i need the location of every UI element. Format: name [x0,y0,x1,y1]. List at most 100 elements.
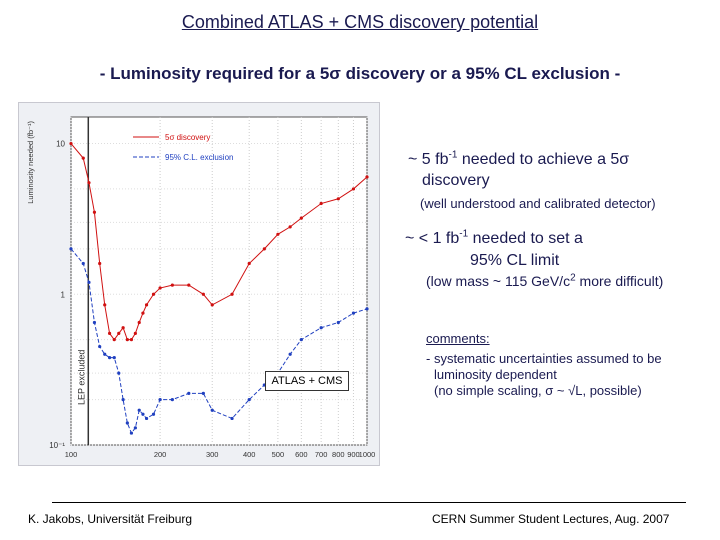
limit-detail-post: more difficult) [579,273,664,289]
data-point [151,412,156,416]
footer-divider [52,502,686,503]
data-point [129,431,134,435]
data-point [170,398,174,402]
limit-detail-sup: 2 [570,272,576,284]
discovery-note-sup: -1 [448,149,458,161]
data-point [98,344,102,349]
x-tick-label: 1000 [359,450,376,459]
data-point [112,338,116,342]
data-point [137,408,141,412]
data-point [319,326,323,330]
data-point [69,141,73,146]
data-point [288,352,292,356]
data-point [319,201,323,206]
comments-heading: comments: [426,331,490,346]
y-tick-label: 10 [56,140,65,149]
data-point [365,307,369,311]
data-point [133,331,137,336]
data-point [92,320,97,325]
data-point [133,426,137,430]
data-point [141,412,145,416]
plot-frame [70,116,368,446]
footer-author: K. Jakobs, Universität Freiburg [28,512,193,526]
data-point [170,283,174,287]
data-point [351,311,356,315]
data-point [137,320,141,325]
data-point [92,210,97,214]
limit-note: ~ < 1 fb-1 needed to set a [405,228,583,248]
data-point [230,292,234,296]
data-point [247,261,251,266]
y-tick-label: 1 [61,290,66,299]
x-tick-label: 500 [272,450,285,459]
data-point [98,261,102,266]
limit-detail-pre: (low mass ~ 115 GeV/c [426,273,571,289]
x-tick-label: 600 [295,450,308,459]
data-point [201,391,205,395]
data-point [336,320,340,325]
page-title: Combined ATLAS + CMS discovery potential [181,12,539,32]
data-point [103,352,107,356]
data-point [299,338,303,342]
data-point [144,416,149,421]
limit-note-sup: -1 [459,228,469,240]
data-point [129,338,134,342]
lep-excluded-label: LEP excluded [76,350,86,405]
data-point [81,261,85,266]
x-tick-label: 800 [332,450,345,459]
x-tick-label: 300 [206,450,219,459]
data-point [299,216,303,220]
footer-event: CERN Summer Student Lectures, Aug. 2007 [432,512,670,526]
data-point [125,338,129,342]
comments-line-1: - systematic uncertainties assumed to be [426,351,662,366]
x-axis-label: m_H (GeV/c²) [313,464,360,465]
limit-detail: (low mass ~ 115 GeV/c2 more difficult) [426,273,663,289]
x-tick-label: 200 [154,450,167,459]
x-tick-label: 700 [315,450,328,459]
limit-note-post: needed to set a [472,230,583,247]
page-subtitle: - Luminosity required for a 5σ discovery… [99,64,621,83]
data-point [107,331,112,336]
series-line-0 [70,143,368,341]
comments-body: - systematic uncertainties assumed to be… [426,351,662,399]
data-point [103,303,107,307]
atlas-cms-label: ATLAS + CMS [265,371,349,391]
comments-line-3: (no simple scaling, σ ~ √L, possible) [434,383,642,398]
data-point [288,225,292,229]
data-point [87,181,91,185]
data-point [247,398,251,402]
y-tick-label: 10⁻¹ [49,441,65,450]
data-point [158,398,162,402]
data-point [230,416,234,421]
data-point [365,175,369,179]
data-point [69,247,73,251]
data-point [121,398,125,402]
x-tick-label: 100 [65,450,78,459]
discovery-note-post: needed to achieve a 5σ [461,151,630,168]
discovery-detail: (well understood and calibrated detector… [420,196,656,211]
discovery-note-pre: ~ 5 fb [408,151,449,168]
data-point [210,303,214,307]
data-point [125,421,129,425]
data-point [121,326,125,330]
data-point [107,356,112,360]
data-point [187,391,191,395]
data-point [117,371,121,375]
data-point [336,197,340,201]
data-point [151,292,156,296]
limit-note-line2: 95% CL limit [470,252,560,269]
data-point [351,187,356,191]
y-axis-label: Luminosity needed (fb⁻¹) [26,120,35,203]
discovery-note-line2: discovery [422,172,490,189]
data-point [210,408,214,412]
data-point [276,232,280,236]
legend-label: 95% C.L. exclusion [165,153,233,162]
data-point [201,292,205,296]
data-point [112,356,116,360]
limit-note-pre: ~ < 1 fb [405,230,460,247]
data-point [144,303,149,307]
chart-figure: LEP excluded 100 200 300 400 500 600 700 800 900 1… [18,102,380,466]
data-point [87,280,91,284]
x-tick-label: 400 [243,450,256,459]
